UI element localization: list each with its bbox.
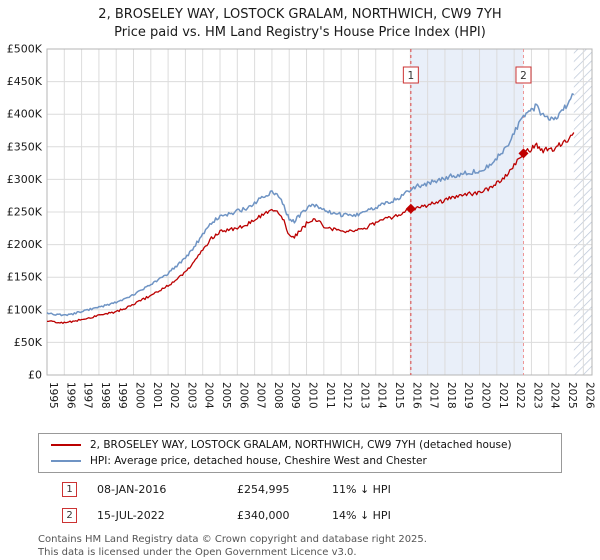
sale-annotations: 1 08-JAN-2016 £254,995 11% ↓ HPI 2 15-JU… <box>0 482 600 524</box>
svg-text:2016: 2016 <box>410 382 422 409</box>
license-line-1: Contains HM Land Registry data © Crown c… <box>38 534 427 546</box>
svg-text:1997: 1997 <box>82 382 94 409</box>
svg-text:2019: 2019 <box>462 382 474 409</box>
title-block: 2, BROSELEY WAY, LOSTOCK GRALAM, NORTHWI… <box>0 0 600 41</box>
svg-text:2013: 2013 <box>358 382 370 409</box>
legend-item-hpi: HPI: Average price, detached house, Ches… <box>47 453 553 469</box>
svg-text:£500K: £500K <box>7 43 43 56</box>
svg-text:2001: 2001 <box>151 382 163 409</box>
svg-text:£300K: £300K <box>7 173 43 186</box>
sale-1-number-badge: 1 <box>62 482 77 498</box>
svg-text:2023: 2023 <box>531 382 543 409</box>
sale-annotation-1: 1 08-JAN-2016 £254,995 11% ↓ HPI <box>62 482 600 498</box>
svg-text:2021: 2021 <box>497 382 509 409</box>
svg-text:2014: 2014 <box>376 382 388 409</box>
sale-1-price: £254,995 <box>237 483 290 497</box>
sale-2-date: 15-JUL-2022 <box>97 509 165 523</box>
chart-legend: 2, BROSELEY WAY, LOSTOCK GRALAM, NORTHWI… <box>38 433 562 474</box>
svg-text:£50K: £50K <box>14 336 43 349</box>
svg-text:2007: 2007 <box>255 382 267 409</box>
sale-annotation-2: 2 15-JUL-2022 £340,000 14% ↓ HPI <box>62 508 600 524</box>
svg-text:2022: 2022 <box>514 382 526 409</box>
sale-2-price: £340,000 <box>237 509 290 523</box>
legend-swatch-hpi-line <box>51 460 81 463</box>
svg-text:2004: 2004 <box>203 382 215 409</box>
svg-text:2005: 2005 <box>220 382 232 409</box>
sale-2-number-badge: 2 <box>62 508 77 524</box>
license-footer: Contains HM Land Registry data © Crown c… <box>38 534 600 559</box>
svg-text:1999: 1999 <box>116 382 128 409</box>
legend-item-property: 2, BROSELEY WAY, LOSTOCK GRALAM, NORTHWI… <box>47 437 553 453</box>
svg-text:1998: 1998 <box>99 382 111 409</box>
legend-label-hpi: HPI: Average price, detached house, Ches… <box>90 455 427 468</box>
svg-text:1: 1 <box>408 70 415 82</box>
svg-text:2026: 2026 <box>583 382 595 409</box>
license-line-2: This data is licensed under the Open Gov… <box>38 546 357 558</box>
svg-text:2000: 2000 <box>134 382 146 409</box>
chart-subtitle: Price paid vs. HM Land Registry's House … <box>114 24 486 40</box>
legend-swatch-property-line <box>51 444 81 447</box>
svg-text:2011: 2011 <box>324 382 336 409</box>
svg-text:1995: 1995 <box>47 382 59 409</box>
svg-text:2: 2 <box>520 70 527 82</box>
svg-text:2020: 2020 <box>480 382 492 409</box>
sale-2-hpi-delta: 14% ↓ HPI <box>332 509 391 523</box>
sale-1-date: 08-JAN-2016 <box>97 483 167 497</box>
svg-text:£450K: £450K <box>7 75 43 88</box>
svg-text:2025: 2025 <box>566 382 578 409</box>
svg-text:£200K: £200K <box>7 238 43 251</box>
svg-text:2010: 2010 <box>307 382 319 409</box>
svg-text:£100K: £100K <box>7 303 43 316</box>
price-history-chart[interactable]: £0 £50K £100K £150K £200K £250K £300K £350K £400… <box>0 41 600 427</box>
svg-text:£350K: £350K <box>7 140 43 153</box>
svg-text:£150K: £150K <box>7 271 43 284</box>
svg-text:£250K: £250K <box>7 206 43 219</box>
svg-text:2018: 2018 <box>445 382 457 409</box>
svg-text:2024: 2024 <box>549 382 561 409</box>
svg-text:£400K: £400K <box>7 108 43 121</box>
chart-title: 2, BROSELEY WAY, LOSTOCK GRALAM, NORTHWI… <box>98 7 502 22</box>
svg-text:2012: 2012 <box>341 382 353 409</box>
svg-text:2009: 2009 <box>289 382 301 409</box>
svg-text:2008: 2008 <box>272 382 284 409</box>
svg-text:£0: £0 <box>28 369 42 382</box>
svg-text:2003: 2003 <box>185 382 197 409</box>
svg-text:1996: 1996 <box>64 382 76 409</box>
svg-text:2015: 2015 <box>393 382 405 409</box>
svg-text:2017: 2017 <box>428 382 440 409</box>
svg-text:2002: 2002 <box>168 382 180 409</box>
sale-1-hpi-delta: 11% ↓ HPI <box>332 483 391 497</box>
legend-label-property: 2, BROSELEY WAY, LOSTOCK GRALAM, NORTHWI… <box>90 439 512 452</box>
svg-text:2006: 2006 <box>237 382 249 409</box>
